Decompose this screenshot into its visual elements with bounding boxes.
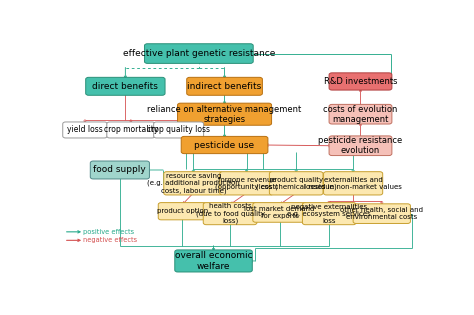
Text: crop quality loss: crop quality loss <box>147 125 210 135</box>
FancyBboxPatch shape <box>154 122 204 138</box>
FancyBboxPatch shape <box>220 172 273 195</box>
Text: product quality
(less chemical residue): product quality (less chemical residue) <box>256 177 337 190</box>
Text: costs of evolution
management: costs of evolution management <box>323 105 398 124</box>
Text: negative effects: negative effects <box>83 237 137 243</box>
FancyBboxPatch shape <box>86 77 165 95</box>
Text: pesticide use: pesticide use <box>194 140 255 150</box>
FancyBboxPatch shape <box>329 136 392 156</box>
Text: other health, social and
environmental costs: other health, social and environmental c… <box>340 207 423 220</box>
Text: yield loss: yield loss <box>67 125 103 135</box>
FancyBboxPatch shape <box>353 204 410 223</box>
Text: food supply: food supply <box>93 165 146 175</box>
Text: negative externalities
e.g. ecosystem services
loss: negative externalities e.g. ecosystem se… <box>287 204 371 224</box>
Text: direct benefits: direct benefits <box>92 82 158 91</box>
FancyBboxPatch shape <box>269 172 323 195</box>
Text: resource saving
(e.g. additional production
costs, labour time): resource saving (e.g. additional product… <box>147 173 240 194</box>
Text: indirect benefits: indirect benefits <box>187 82 262 91</box>
Text: pesticide resistance
evolution: pesticide resistance evolution <box>319 136 402 155</box>
FancyBboxPatch shape <box>63 122 107 138</box>
FancyBboxPatch shape <box>90 161 149 179</box>
Text: crop mortality: crop mortality <box>104 125 158 135</box>
FancyBboxPatch shape <box>253 203 307 222</box>
FancyBboxPatch shape <box>187 77 263 95</box>
Text: overall economic
welfare: overall economic welfare <box>175 251 252 271</box>
FancyBboxPatch shape <box>107 122 155 138</box>
Text: forgone revenue
(opportunity cost): forgone revenue (opportunity cost) <box>215 177 278 190</box>
FancyBboxPatch shape <box>164 172 223 195</box>
FancyBboxPatch shape <box>324 172 383 195</box>
Text: lost market demand
for exports: lost market demand for exports <box>245 206 315 219</box>
Text: health costs
(due to food quality
loss): health costs (due to food quality loss) <box>196 203 264 224</box>
FancyBboxPatch shape <box>175 250 252 272</box>
Text: product option: product option <box>157 208 208 214</box>
FancyBboxPatch shape <box>158 203 206 220</box>
Text: effective plant genetic resistance: effective plant genetic resistance <box>123 49 275 58</box>
Text: positive effects: positive effects <box>83 229 134 235</box>
FancyBboxPatch shape <box>203 203 257 225</box>
FancyBboxPatch shape <box>181 136 268 154</box>
Text: R&D investments: R&D investments <box>324 77 397 86</box>
Text: externalities and
losses in non-market values: externalities and losses in non-market v… <box>304 177 402 190</box>
Text: reliance on alternative management
strategies: reliance on alternative management strat… <box>147 105 301 124</box>
FancyBboxPatch shape <box>302 203 356 225</box>
FancyBboxPatch shape <box>329 104 392 124</box>
FancyBboxPatch shape <box>329 73 392 90</box>
FancyBboxPatch shape <box>178 103 272 125</box>
FancyBboxPatch shape <box>145 44 253 63</box>
